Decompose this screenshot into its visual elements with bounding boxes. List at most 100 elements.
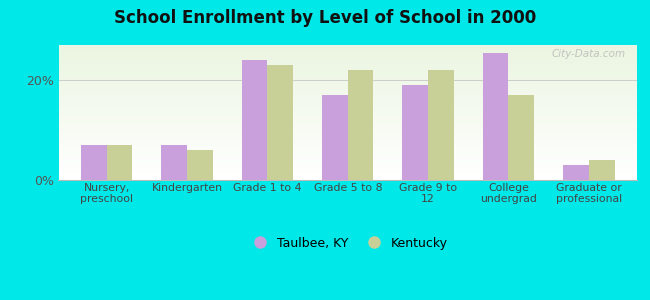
Bar [58, 116, 637, 117]
Bar [58, 139, 637, 140]
Bar [58, 61, 637, 62]
Bar [58, 79, 637, 80]
Bar [58, 113, 637, 114]
Bar [58, 59, 637, 60]
Bar [58, 104, 637, 105]
Bar [58, 162, 637, 163]
Bar [58, 161, 637, 162]
Bar [58, 66, 637, 67]
Bar [58, 160, 637, 161]
Bar [161, 145, 187, 180]
Bar [58, 65, 637, 66]
Bar [58, 92, 637, 93]
Bar [58, 81, 637, 82]
Bar [58, 83, 637, 84]
Bar [58, 73, 637, 74]
Bar [58, 86, 637, 87]
Bar [58, 71, 637, 72]
Bar [58, 75, 637, 76]
Bar [58, 111, 637, 112]
Bar [58, 45, 637, 46]
Bar [58, 131, 637, 132]
Bar [508, 95, 534, 180]
Bar [58, 169, 637, 170]
Bar [58, 179, 637, 180]
Bar [267, 65, 293, 180]
Bar [58, 141, 637, 142]
Bar [58, 178, 637, 179]
Bar [58, 154, 637, 155]
Bar [58, 165, 637, 166]
Bar [483, 52, 508, 180]
Bar [58, 63, 637, 64]
Bar [58, 132, 637, 133]
Bar [58, 144, 637, 145]
Bar [58, 125, 637, 126]
Bar [58, 168, 637, 169]
Bar [58, 150, 637, 151]
Bar [58, 163, 637, 164]
Bar [58, 105, 637, 106]
Legend: Taulbee, KY, Kentucky: Taulbee, KY, Kentucky [242, 232, 453, 255]
Bar [322, 95, 348, 180]
Bar [58, 56, 637, 57]
Bar [58, 172, 637, 173]
Bar [58, 114, 637, 115]
Bar [58, 72, 637, 73]
Bar [58, 157, 637, 158]
Bar [58, 159, 637, 160]
Bar [58, 115, 637, 116]
Bar [58, 87, 637, 88]
Bar [58, 82, 637, 83]
Bar [58, 52, 637, 53]
Bar [58, 127, 637, 128]
Bar [58, 164, 637, 165]
Bar [58, 110, 637, 111]
Bar [58, 151, 637, 152]
Bar [58, 140, 637, 141]
Bar [428, 70, 454, 180]
Bar [81, 145, 107, 180]
Bar [58, 89, 637, 90]
Bar [58, 177, 637, 178]
Bar [58, 60, 637, 61]
Bar [58, 171, 637, 172]
Bar [58, 158, 637, 159]
Bar [58, 137, 637, 138]
Bar [58, 94, 637, 95]
Bar [58, 130, 637, 131]
Bar [58, 153, 637, 154]
Bar [58, 88, 637, 89]
Bar [58, 135, 637, 136]
Bar [58, 118, 637, 119]
Bar [58, 49, 637, 50]
Text: School Enrollment by Level of School in 2000: School Enrollment by Level of School in … [114, 9, 536, 27]
Bar [58, 136, 637, 137]
Bar [58, 123, 637, 124]
Bar [58, 102, 637, 103]
Bar [58, 170, 637, 171]
Bar [58, 148, 637, 149]
Text: City-Data.com: City-Data.com [551, 49, 625, 59]
Bar [242, 60, 267, 180]
Bar [58, 95, 637, 96]
Bar [58, 90, 637, 91]
Bar [58, 101, 637, 102]
Bar [58, 98, 637, 99]
Bar [58, 77, 637, 78]
Bar [58, 64, 637, 65]
Bar [58, 103, 637, 104]
Bar [58, 143, 637, 144]
Bar [58, 142, 637, 143]
Bar [58, 156, 637, 157]
Bar [58, 107, 637, 108]
Bar [58, 175, 637, 176]
Bar [58, 53, 637, 54]
Bar [58, 100, 637, 101]
Bar [58, 138, 637, 139]
Bar [58, 128, 637, 129]
Bar [58, 58, 637, 59]
Bar [58, 173, 637, 174]
Bar [58, 109, 637, 110]
Bar [58, 47, 637, 48]
